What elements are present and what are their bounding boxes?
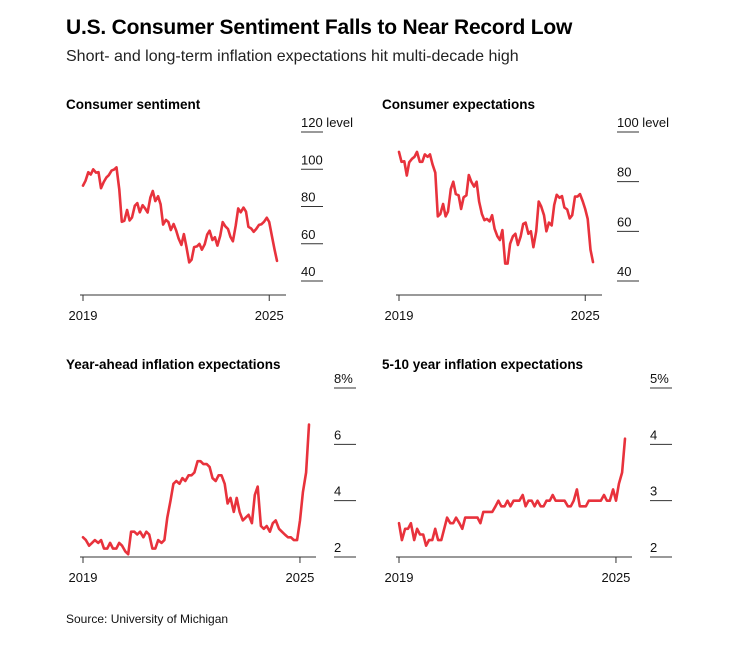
chart-subtitle: Short- and long-term inflation expectati… <box>66 48 519 65</box>
panel-title-consumer-sentiment: Consumer sentiment <box>66 97 201 112</box>
panel-title-year-ahead-inflation: Year-ahead inflation expectations <box>66 357 281 372</box>
series-line <box>397 150 595 265</box>
y-tick-label: 100 level <box>617 115 669 130</box>
y-tick-label: 4 <box>650 427 657 442</box>
x-tick-label: 2025 <box>285 570 314 585</box>
y-tick-label: 40 <box>301 264 315 279</box>
y-tick-label: 40 <box>617 264 631 279</box>
y-tick-label: 3 <box>650 484 657 499</box>
x-tick-label: 2025 <box>255 308 284 323</box>
x-tick-label: 2019 <box>385 570 414 585</box>
y-tick-label: 8% <box>334 371 353 386</box>
x-tick-label: 2019 <box>385 308 414 323</box>
source-note: Source: University of Michigan <box>66 612 229 626</box>
y-tick-label: 120 level <box>301 115 353 130</box>
y-tick-label: 4 <box>334 484 341 499</box>
y-tick-label: 80 <box>617 165 631 180</box>
y-tick-label: 60 <box>617 214 631 229</box>
y-tick-label: 5% <box>650 371 669 386</box>
long-term-inflation-chart: 5% 4 3 2 2019 2025 <box>385 371 672 585</box>
y-tick-label: 6 <box>334 427 341 442</box>
consumer-sentiment-chart: 120 level 100 80 60 40 2019 2025 <box>69 115 354 323</box>
chart-title: U.S. Consumer Sentiment Falls to Near Re… <box>66 16 573 39</box>
year-ahead-inflation-chart: 8% 6 4 2 2019 2025 <box>69 371 356 585</box>
y-tick-label: 80 <box>301 190 315 205</box>
x-tick-label: 2025 <box>601 570 630 585</box>
panel-title-consumer-expectations: Consumer expectations <box>382 97 536 112</box>
y-tick-label: 100 <box>301 152 323 167</box>
x-tick-label: 2019 <box>69 308 98 323</box>
series-line <box>81 423 311 556</box>
y-tick-label: 60 <box>301 227 315 242</box>
y-tick-label: 2 <box>334 540 341 555</box>
x-tick-label: 2025 <box>571 308 600 323</box>
y-tick-label: 2 <box>650 540 657 555</box>
x-tick-label: 2019 <box>69 570 98 585</box>
series-line <box>397 437 627 547</box>
series-line <box>81 166 279 264</box>
consumer-expectations-chart: 100 level 80 60 40 2019 2025 <box>385 115 670 323</box>
panel-title-long-term-inflation: 5-10 year inflation expectations <box>382 357 584 372</box>
